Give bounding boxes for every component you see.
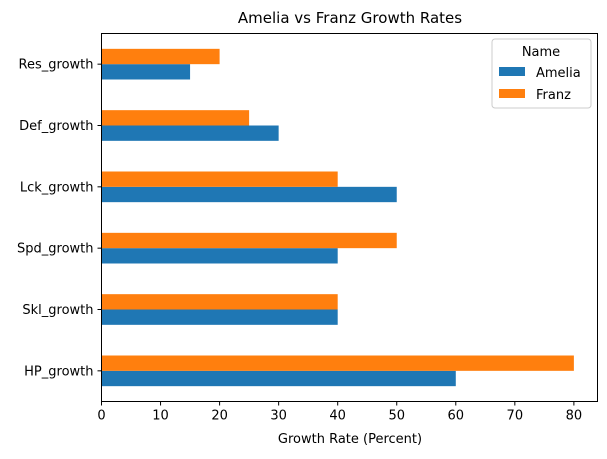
legend-swatch-amelia — [499, 67, 525, 76]
chart-title: Amelia vs Franz Growth Rates — [238, 9, 462, 27]
legend-label-franz: Franz — [536, 88, 571, 103]
bar-franz-def-growth — [101, 110, 250, 126]
bar-amelia-hp-growth — [101, 370, 456, 387]
plot-frame — [101, 33, 598, 402]
y-tick-label: Lck_growth — [20, 180, 94, 195]
y-tick-label: Skl_growth — [22, 303, 93, 318]
bar-franz-hp-growth — [101, 355, 574, 371]
x-axis: 0 10 20 30 40 50 60 70 80 — [97, 401, 583, 424]
bar-amelia-lck-growth — [101, 186, 397, 203]
y-tick-label: Res_growth — [19, 58, 94, 73]
y-tick-label: Spd_growth — [17, 242, 94, 257]
legend-swatch-franz — [499, 89, 525, 98]
y-tick-label: HP_growth — [24, 364, 93, 379]
x-axis-label: Growth Rate (Percent) — [278, 432, 422, 447]
x-tick-label: 60 — [448, 409, 465, 424]
x-tick-label: 80 — [566, 409, 583, 424]
bar-amelia-skl-growth — [101, 309, 338, 325]
x-tick-label: 10 — [152, 409, 169, 424]
x-tick-label: 0 — [97, 409, 105, 424]
x-tick-label: 20 — [211, 409, 228, 424]
x-tick-label: 30 — [270, 409, 287, 424]
bar-franz-skl-growth — [101, 294, 338, 310]
bars-layer — [101, 48, 574, 387]
x-tick-label: 70 — [507, 409, 524, 424]
x-tick-label: 50 — [388, 409, 405, 424]
bar-franz-res-growth — [101, 48, 220, 65]
legend-label-amelia: Amelia — [536, 66, 581, 81]
legend: Name Amelia Franz — [491, 38, 592, 109]
bar-franz-spd-growth — [101, 232, 397, 249]
legend-title: Name — [522, 45, 560, 60]
bar-amelia-res-growth — [101, 64, 191, 80]
y-axis: HP_growth Skl_growth Spd_growth Lck_growth D… — [17, 58, 102, 379]
bar-amelia-spd-growth — [101, 248, 338, 264]
x-tick-label: 40 — [329, 409, 346, 424]
bar-amelia-def-growth — [101, 125, 279, 141]
bar-franz-lck-growth — [101, 171, 338, 187]
y-tick-label: Def_growth — [19, 119, 93, 134]
